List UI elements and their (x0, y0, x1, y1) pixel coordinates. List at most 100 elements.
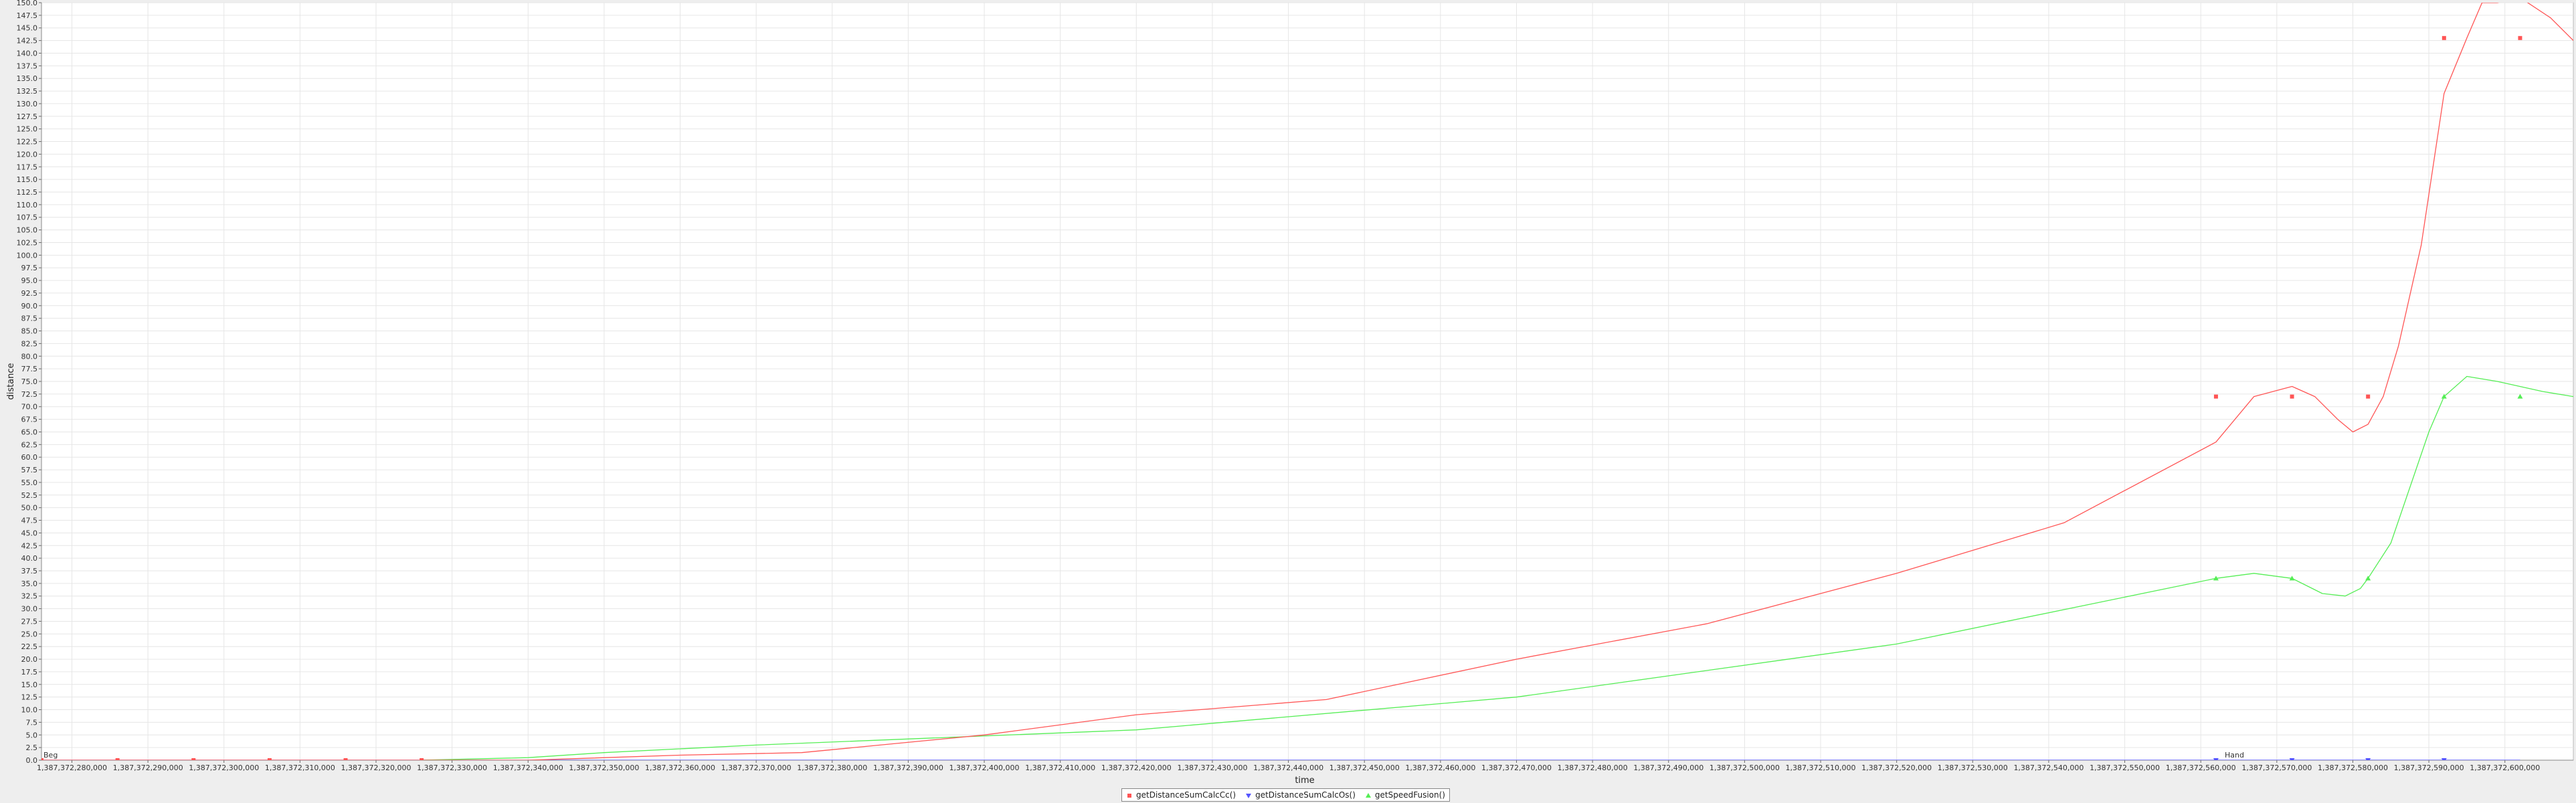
x-tick-label: 1,387,372,450,000 (1329, 764, 1400, 772)
data-point (2365, 758, 2371, 760)
y-tick-label: 52.5 (21, 491, 38, 500)
y-axis-title: distance (6, 363, 16, 399)
x-tick-label: 1,387,372,390,000 (873, 764, 943, 772)
x-tick-label: 1,387,372,540,000 (2013, 764, 2084, 772)
y-tick-label: 2.5 (26, 743, 38, 752)
series-line-0 (41, 3, 2573, 760)
data-point (420, 758, 424, 760)
y-tick-label: 7.5 (26, 718, 38, 727)
y-tick-label: 15.0 (21, 681, 38, 689)
y-axis-ticks: 0.0 2.5 5.0 7.5 10.0 12.5 15.0 17.5 20.0 22.5 25.0… (17, 0, 42, 765)
y-tick-label: 135.0 (17, 74, 38, 83)
y-tick-label: 40.0 (21, 554, 38, 563)
legend-item-os[interactable]: getDistanceSumCalcOs() (1245, 790, 1356, 800)
x-tick-label: 1,387,372,380,000 (797, 764, 867, 772)
y-tick-label: 122.5 (17, 138, 38, 147)
y-tick-label: 0.0 (26, 756, 38, 765)
y-tick-label: 107.5 (17, 213, 38, 222)
y-tick-label: 45.0 (21, 529, 38, 537)
y-tick-label: 25.0 (21, 630, 38, 638)
data-point (2213, 575, 2219, 581)
data-point (2442, 35, 2446, 40)
x-tick-label: 1,387,372,340,000 (493, 764, 563, 772)
x-tick-label: 1,387,372,500,000 (1710, 764, 1780, 772)
y-tick-label: 57.5 (21, 466, 38, 474)
x-tick-label: 1,387,372,460,000 (1405, 764, 1475, 772)
legend-label-cc: getDistanceSumCalcCc() (1136, 790, 1236, 800)
y-tick-label: 120.0 (17, 150, 38, 159)
y-tick-label: 55.0 (21, 478, 38, 487)
data-point (2518, 35, 2522, 40)
legend-item-cc[interactable]: getDistanceSumCalcCc() (1126, 790, 1236, 800)
x-tick-label: 1,387,372,410,000 (1025, 764, 1095, 772)
y-tick-label: 75.0 (21, 377, 38, 386)
x-tick-label: 1,387,372,280,000 (37, 764, 107, 772)
y-tick-label: 117.5 (17, 163, 38, 171)
x-tick-label: 1,387,372,320,000 (341, 764, 411, 772)
x-tick-label: 1,387,372,490,000 (1633, 764, 1704, 772)
x-tick-label: 1,387,372,530,000 (1938, 764, 2008, 772)
triangle-down-marker-icon (1245, 792, 1252, 798)
y-tick-label: 85.0 (21, 327, 38, 336)
y-tick-label: 12.5 (21, 693, 38, 702)
y-tick-label: 22.5 (21, 642, 38, 651)
x-tick-label: 1,387,372,550,000 (2090, 764, 2160, 772)
annotation-beg: Beg (43, 751, 58, 760)
y-tick-label: 35.0 (21, 579, 38, 588)
data-point (2213, 394, 2218, 399)
y-tick-label: 150.0 (17, 0, 38, 7)
y-tick-label: 140.0 (17, 49, 38, 58)
y-tick-label: 97.5 (21, 264, 38, 272)
series-markers (41, 35, 2523, 760)
x-tick-label: 1,387,372,310,000 (265, 764, 335, 772)
y-tick-label: 47.5 (21, 517, 38, 525)
data-point (2441, 393, 2447, 399)
y-tick-label: 62.5 (21, 440, 38, 449)
y-tick-label: 90.0 (21, 302, 38, 310)
y-tick-label: 30.0 (21, 605, 38, 614)
y-tick-label: 70.0 (21, 403, 38, 412)
data-point (2289, 758, 2295, 760)
y-tick-label: 142.5 (17, 37, 38, 46)
square-marker-icon (1126, 792, 1133, 798)
y-tick-label: 27.5 (21, 617, 38, 626)
x-tick-label: 1,387,372,400,000 (949, 764, 1020, 772)
data-point (191, 758, 196, 760)
y-tick-label: 32.5 (21, 592, 38, 601)
y-tick-label: 147.5 (17, 11, 38, 20)
data-point (2517, 393, 2523, 399)
data-point (343, 758, 348, 760)
y-tick-label: 60.0 (21, 453, 38, 462)
legend-label-fusion: getSpeedFusion() (1374, 790, 1445, 800)
y-tick-label: 132.5 (17, 87, 38, 96)
y-tick-label: 115.0 (17, 175, 38, 184)
x-tick-label: 1,387,372,440,000 (1253, 764, 1323, 772)
x-tick-label: 1,387,372,600,000 (2470, 764, 2540, 772)
x-tick-label: 1,387,372,420,000 (1101, 764, 1172, 772)
series-line-2 (422, 375, 2573, 760)
x-tick-label: 1,387,372,430,000 (1177, 764, 1247, 772)
x-tick-label: 1,387,372,290,000 (113, 764, 183, 772)
y-tick-label: 17.5 (21, 668, 38, 677)
y-tick-label: 5.0 (26, 731, 38, 739)
y-tick-label: 105.0 (17, 226, 38, 235)
y-tick-label: 50.0 (21, 504, 38, 513)
y-tick-label: 82.5 (21, 339, 38, 348)
legend: getDistanceSumCalcCc() getDistanceSumCal… (1121, 788, 1450, 802)
series-lines (41, 3, 2573, 760)
y-tick-label: 67.5 (21, 416, 38, 424)
legend-label-os: getDistanceSumCalcOs() (1255, 790, 1356, 800)
data-point (41, 758, 43, 760)
y-tick-label: 125.0 (17, 125, 38, 134)
data-point (2441, 758, 2447, 760)
data-point (2365, 575, 2371, 581)
x-tick-label: 1,387,372,300,000 (189, 764, 259, 772)
x-axis-ticks: 1,387,372,280,000 1,387,372,290,000 1,387,… (37, 760, 2573, 772)
y-tick-label: 72.5 (21, 390, 38, 399)
annotation-hand: Hand (2225, 751, 2244, 760)
legend-item-fusion[interactable]: getSpeedFusion() (1365, 790, 1445, 800)
y-tick-label: 80.0 (21, 352, 38, 361)
y-tick-label: 112.5 (17, 188, 38, 197)
y-tick-label: 127.5 (17, 112, 38, 121)
